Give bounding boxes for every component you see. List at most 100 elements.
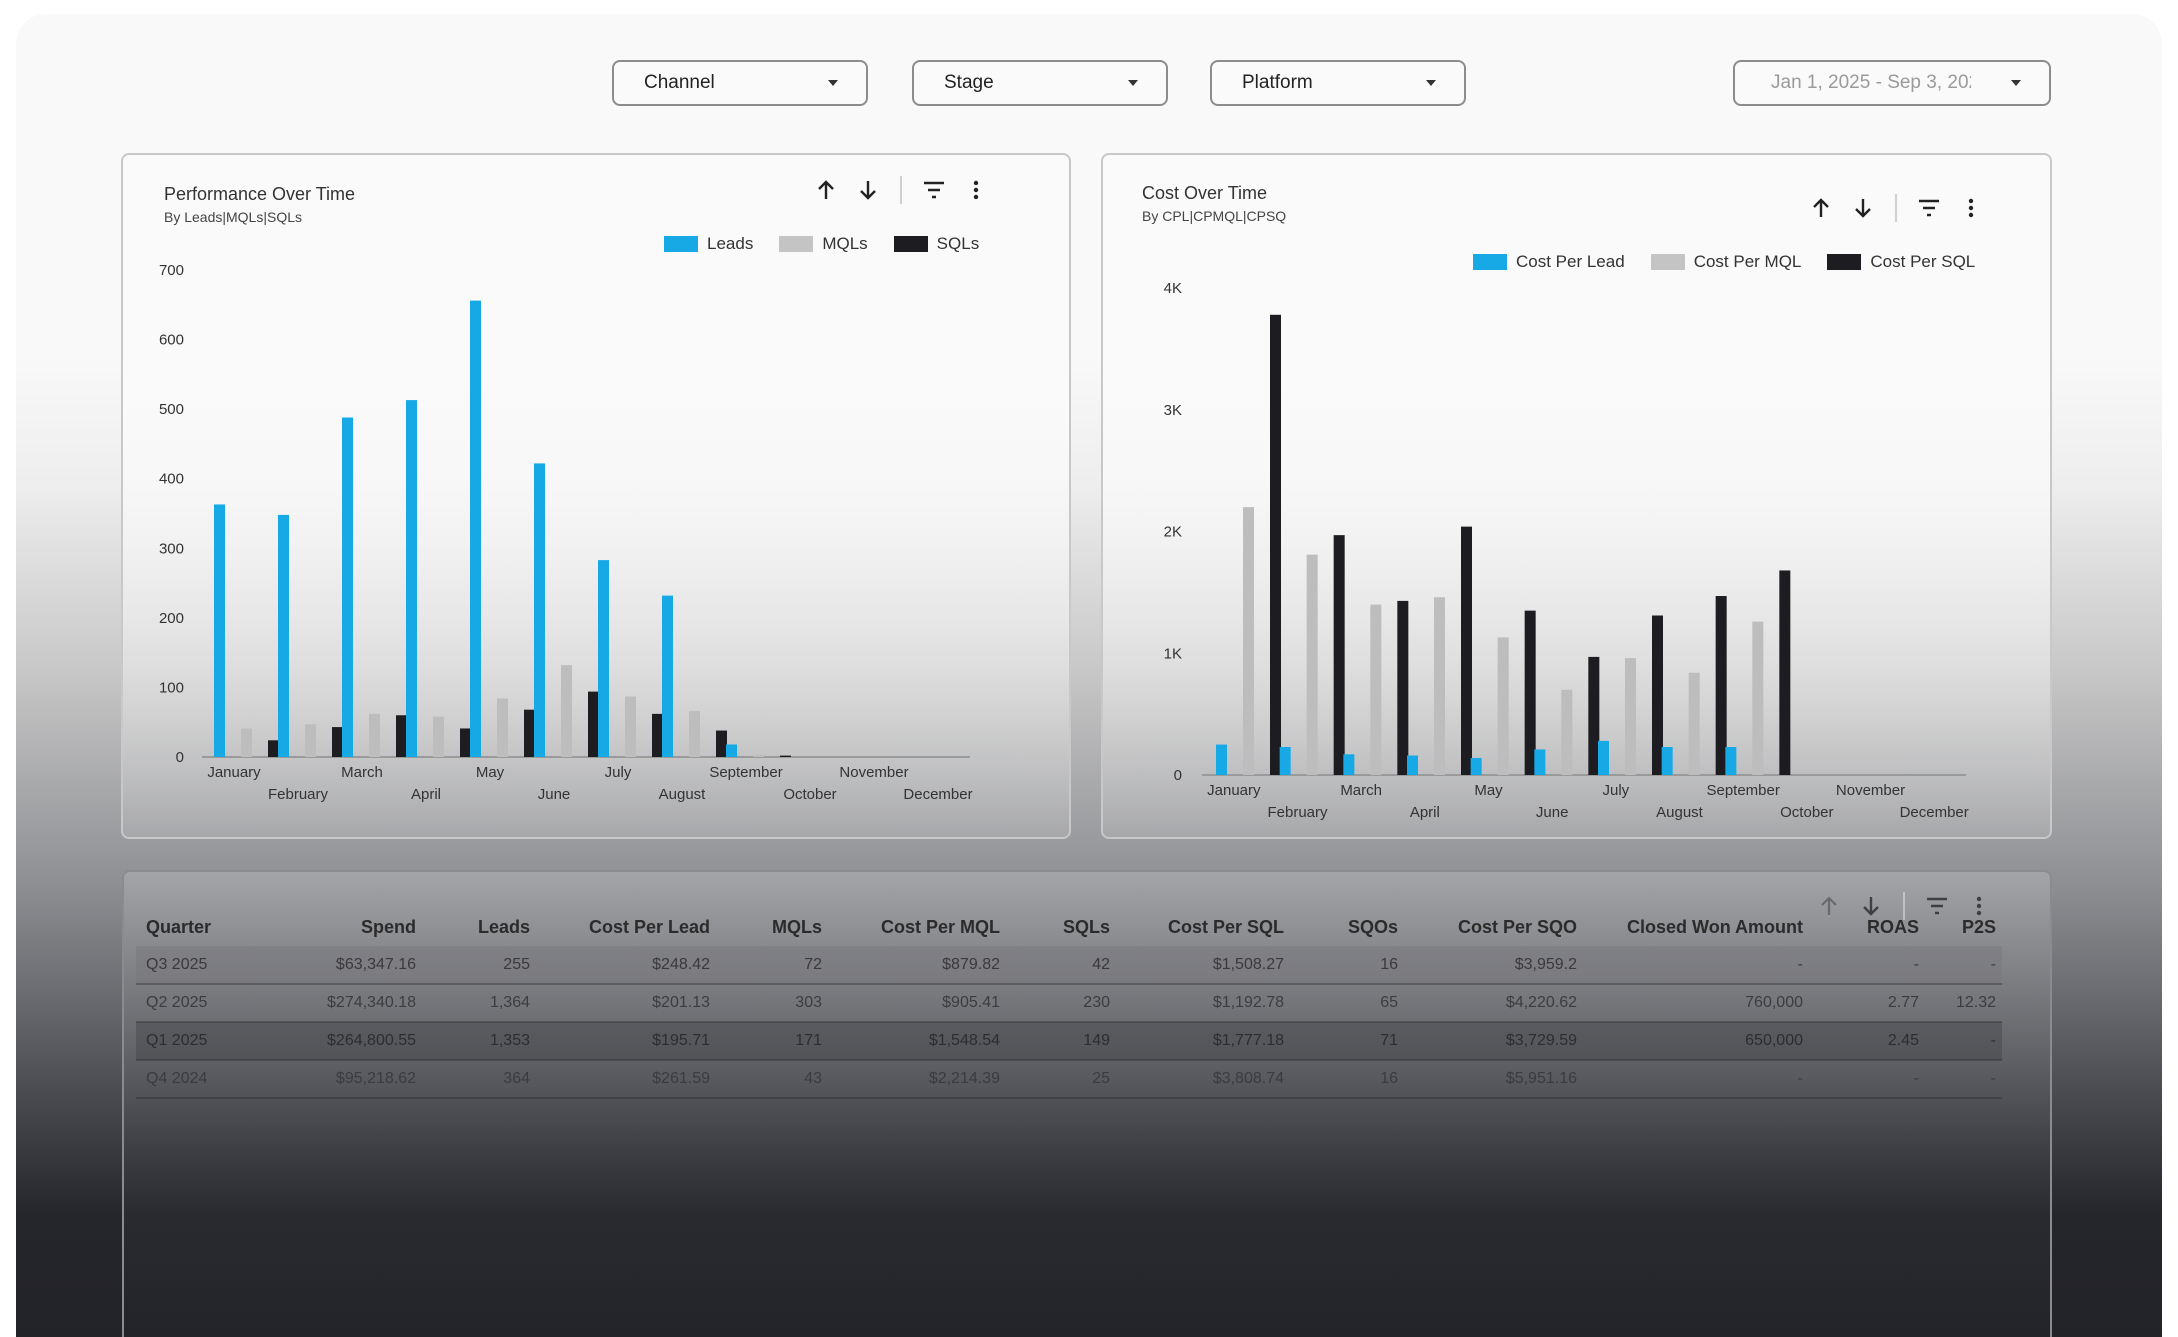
table-row[interactable]: Q4 2024 $95,218.62 364 $261.59 43 $2,214.39 25… [136,1060,2002,1099]
column-header[interactable]: Closed Won Amount [1627,916,1803,937]
table-cell: 16 [1284,1060,1398,1099]
legend-swatch [1473,254,1507,270]
column-header[interactable]: Spend [360,916,416,937]
y-tick-label: 400 [159,471,184,488]
bar-leads [662,595,673,757]
table-toolbar [1815,891,2007,921]
bar-cost-per-sql [1524,610,1536,775]
x-tick-label: October [783,786,836,803]
bar-cost-per-mql [1497,637,1509,775]
stage-dropdown[interactable]: Stage [912,60,1168,106]
table-row[interactable]: Q3 2025 $63,347.16 255 $248.42 72 $879.82 42 $1… [136,946,2002,985]
table-row[interactable]: Q2 2025 $274,340.18 1,364 $201.13 303 $905.41… [136,984,2002,1023]
quarterly-metrics-table: Quarter Spend Leads Cost Per Lead MQLs Cost P… [136,908,2002,1099]
filter-icon[interactable] [920,176,948,204]
bar-sqls [588,691,599,757]
bar-cost-per-lead [1407,755,1418,775]
x-tick-label: January [1207,782,1261,799]
table-cell: 255 [416,946,530,985]
bar-cost-per-sql [1461,526,1472,775]
table-row[interactable]: Q1 2025 $264,800.55 1,353 $195.71 171 $1,548.… [136,1022,2002,1061]
bar-cost-per-lead [1216,744,1227,775]
toolbar-divider [1903,892,1905,920]
legend-label: Leads [707,234,754,253]
channel-dropdown[interactable]: Channel [612,60,868,106]
sort-ascending-icon[interactable] [812,176,840,204]
column-header[interactable]: SQOs [1347,916,1398,937]
date-range-label: Jan 1, 2025 - Sep 3, 2025 [1771,72,1971,93]
sort-descending-icon[interactable] [854,176,882,204]
filter-icon[interactable] [1915,194,1943,222]
filter-icon[interactable] [1923,892,1951,920]
channel-dropdown-label: Channel [644,72,715,93]
y-tick-label: 2K [1164,524,1182,541]
bar-mqls [689,711,700,757]
bar-mqls [625,696,636,757]
toolbar-divider [1895,194,1897,222]
table-cell: 43 [710,1060,822,1099]
column-header[interactable]: Cost Per SQL [1167,916,1284,937]
bar-leads [278,514,289,757]
bar-cost-per-mql [1434,597,1445,775]
caret-down-icon [1426,80,1436,86]
legend-label: SQLs [936,234,980,253]
table-cell: 364 [416,1060,530,1099]
table-cell: 72 [710,946,822,985]
bar-cost-per-sql [1652,615,1663,775]
bar-cost-per-lead [1470,757,1482,775]
y-tick-label: 100 [159,679,184,696]
column-header[interactable]: MQLs [771,916,822,937]
bar-sqls [780,755,791,757]
column-header[interactable]: Quarter [146,916,212,937]
table-cell: - [1577,946,1803,985]
x-tick-label: September [709,764,782,781]
column-header[interactable]: ROAS [1866,916,1919,937]
column-header[interactable]: Leads [477,916,530,937]
sort-descending-icon[interactable] [1849,194,1877,222]
table-cell: 650,000 [1577,1022,1803,1061]
table-cell: $905.41 [822,984,1000,1023]
x-tick-label: May [1474,782,1503,799]
more-options-icon[interactable] [1965,892,1993,920]
bar-cost-per-sql [1270,314,1281,775]
table-cell: Q2 2025 [136,984,276,1023]
more-options-icon[interactable] [962,176,990,204]
x-tick-label: April [411,786,441,803]
table-cell: - [1919,1060,2002,1099]
bar-cost-per-sql [1588,656,1600,775]
column-header[interactable]: P2S [1961,916,1996,937]
legend-swatch [1827,254,1862,270]
performance-bar-chart: 0 100 200 300 400 500 600 700 January February Mar… [159,262,973,803]
table-cell: $261.59 [530,1060,710,1099]
sort-ascending-icon[interactable] [1815,892,1843,920]
legend-label: Cost Per MQL [1693,252,1802,271]
legend-item-cost-per-sql: Cost Per SQL [1827,252,1975,272]
legend-swatch [779,236,814,252]
bar-cost-per-lead [1598,740,1609,775]
legend-label: MQLs [822,234,868,253]
platform-dropdown[interactable]: Platform [1210,60,1466,106]
table-cell: $274,340.18 [276,984,416,1023]
date-range-dropdown[interactable]: Jan 1, 2025 - Sep 3, 2025 [1733,60,2051,106]
table-cell: $3,959.2 [1398,946,1577,985]
bar-leads [406,400,417,757]
table-cell: 65 [1284,984,1398,1023]
x-tick-label: June [538,786,571,803]
column-header[interactable]: Cost Per MQL [880,916,1000,937]
column-header[interactable]: Cost Per SQO [1457,916,1577,937]
bar-cost-per-lead [1343,754,1355,775]
column-header[interactable]: Cost Per Lead [588,916,710,937]
x-tick-label: July [605,764,632,781]
cost-chart-toolbar [1807,193,1999,223]
bar-cost-per-mql [1243,507,1254,775]
sort-ascending-icon[interactable] [1807,194,1835,222]
y-tick-label: 1K [1164,645,1182,662]
more-options-icon[interactable] [1957,194,1985,222]
cost-chart-title: Cost Over Time [1142,183,1268,203]
column-header[interactable]: SQLs [1062,916,1110,937]
sort-descending-icon[interactable] [1857,892,1885,920]
table-cell: 760,000 [1577,984,1803,1023]
y-tick-label: 0 [176,749,184,766]
y-tick-label: 4K [1164,280,1182,297]
x-tick-label: March [1340,782,1382,799]
